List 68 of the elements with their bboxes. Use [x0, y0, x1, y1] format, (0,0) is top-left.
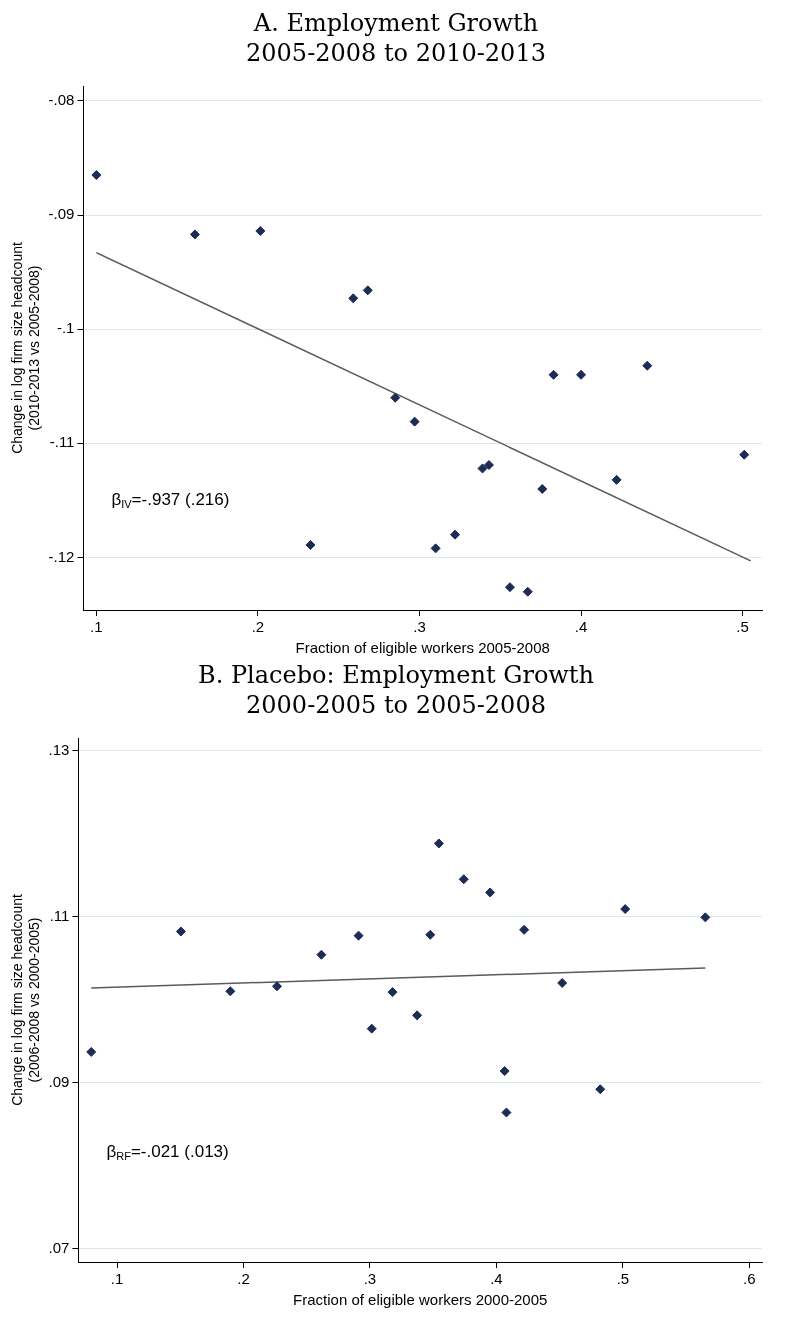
point: [387, 987, 398, 998]
point: [499, 1066, 510, 1076]
point: [225, 986, 236, 997]
point: [255, 225, 266, 236]
y-tick-label: -.12: [48, 547, 75, 565]
point: [189, 229, 200, 240]
point: [477, 463, 488, 474]
point: [316, 949, 327, 960]
chart-title: A. Employment Growth: [252, 8, 540, 38]
point: [433, 838, 444, 849]
point: [595, 1084, 606, 1095]
x-tick-label: .6: [743, 1270, 756, 1288]
point: [348, 293, 359, 304]
point: [430, 543, 441, 554]
point: [576, 369, 587, 380]
point: [272, 981, 282, 992]
y-axis-title: Change in log firm size headcount (2006-2008 vs 2000-2005): [9, 894, 43, 1106]
x-tick-label: .1: [110, 1270, 124, 1288]
point: [557, 977, 568, 988]
point: [91, 170, 102, 181]
x-tick-label: .4: [490, 1270, 503, 1288]
chart-subtitle: 2005-2008 to 2010-2013: [245, 38, 547, 68]
point: [86, 1046, 97, 1057]
point: [519, 924, 530, 935]
point: [501, 1107, 512, 1118]
x-axis-title: Fraction of eligible workers 2005-2008: [295, 639, 550, 657]
y-tick-label: -.11: [49, 433, 75, 451]
chart-title: B. Placebo: Employment Growth: [197, 660, 595, 690]
point: [366, 1023, 377, 1034]
point: [548, 369, 559, 380]
point: [504, 582, 515, 593]
y-tick-label: -.09: [48, 205, 75, 223]
point: [642, 360, 653, 371]
point: [362, 285, 373, 296]
x-tick-label: .5: [616, 1270, 630, 1288]
y-tick-label: -.1: [56, 319, 75, 337]
point: [390, 392, 401, 403]
point: [700, 912, 711, 923]
x-tick-label: .2: [237, 1270, 250, 1288]
point: [522, 586, 533, 597]
point: [739, 449, 750, 460]
point: [450, 529, 461, 540]
point: [305, 539, 316, 550]
x-axis-title: Fraction of eligible workers 2000-2005: [293, 1291, 548, 1309]
point: [175, 926, 186, 937]
point: [485, 887, 496, 898]
point: [353, 930, 364, 941]
point: [611, 474, 622, 485]
y-tick-label: .13: [48, 740, 70, 758]
y-tick-label: .07: [48, 1238, 70, 1256]
point: [409, 416, 420, 427]
x-tick-label: .3: [413, 618, 426, 636]
x-tick-label: .2: [251, 618, 265, 636]
x-tick-label: .5: [736, 618, 749, 636]
point: [412, 1010, 423, 1021]
y-axis-title: Change in log firm size headcount (2010-2013 vs 2005-2008): [9, 242, 43, 454]
y-tick-label: -.08: [48, 90, 75, 108]
y-tick-label: .11: [49, 906, 70, 924]
x-tick-label: .4: [574, 618, 588, 636]
point: [620, 904, 631, 915]
point: [458, 874, 469, 885]
point: [537, 483, 548, 494]
x-tick-label: .3: [363, 1270, 377, 1288]
x-tick-label: .1: [90, 618, 103, 636]
y-tick-label: .09: [48, 1072, 70, 1090]
point: [483, 460, 494, 471]
point: [425, 929, 436, 940]
chart-subtitle: 2000-2005 to 2005-2008: [245, 690, 547, 720]
